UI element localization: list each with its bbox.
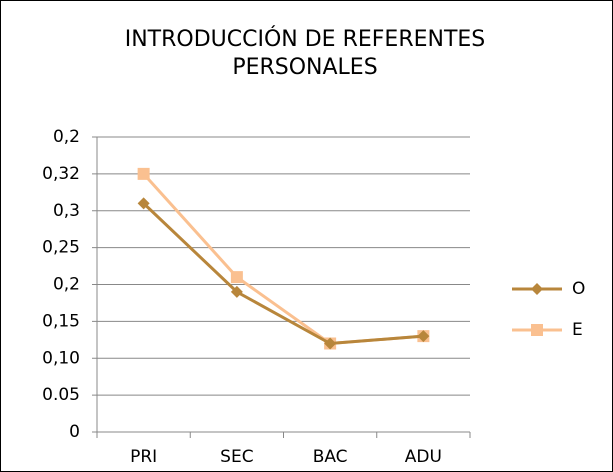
data-point [230, 271, 243, 284]
data-point [137, 197, 150, 210]
x-tick-label: PRI [130, 447, 157, 467]
legend-label: O [572, 279, 585, 299]
chart-title: INTRODUCCIÓN DE REFERENTES PERSONALES [124, 27, 486, 80]
y-tick-label: 0.05 [42, 385, 80, 405]
y-tick-label: 0,10 [42, 348, 80, 368]
y-tick-label: 0 [69, 422, 80, 442]
x-tick-label: BAC [313, 447, 348, 467]
x-tick-label: SEC [220, 447, 253, 467]
y-tick-label: 0,2 [53, 127, 80, 147]
data-point [230, 285, 243, 298]
y-tick-label: 0,15 [42, 311, 80, 331]
series-line [142, 202, 424, 346]
data-point [417, 330, 430, 343]
legend-marker [531, 283, 543, 295]
data-point [137, 167, 150, 180]
legend-label: E [572, 320, 583, 340]
y-tick-label: 0,3 [53, 201, 80, 221]
y-tick-label: 0,2 [53, 275, 80, 295]
y-tick-label: 0,32 [42, 164, 80, 184]
x-tick-label: ADU [405, 447, 442, 467]
legend-marker [531, 324, 543, 336]
data-point [324, 337, 337, 350]
y-tick-label: 0,25 [42, 238, 80, 258]
